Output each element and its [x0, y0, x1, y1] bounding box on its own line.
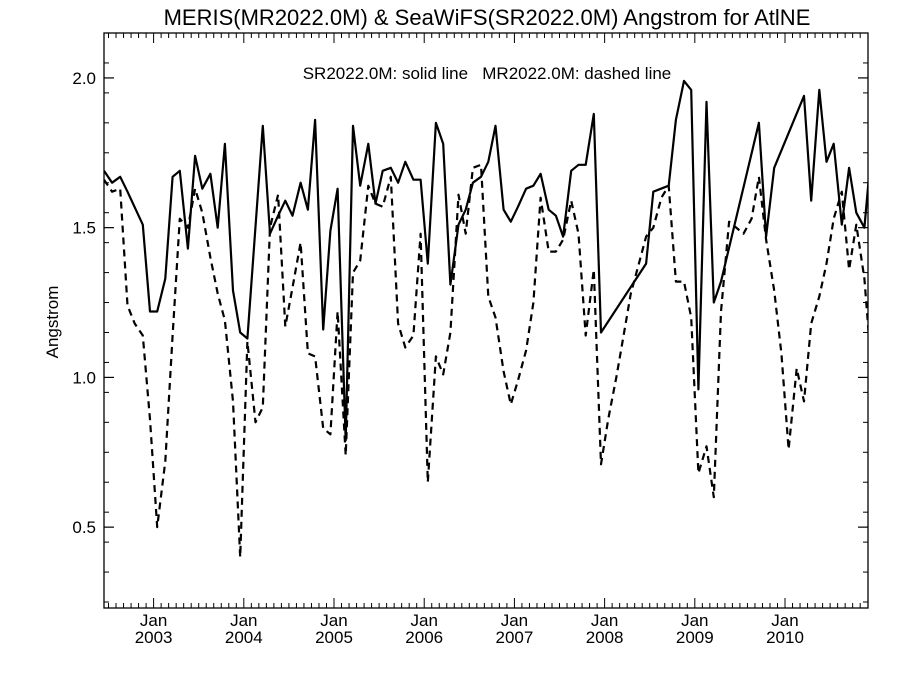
tick-layer: 0.51.01.52.0Jan2003Jan2004Jan2005Jan2006… [72, 33, 868, 647]
y-tick-label: 2.0 [72, 69, 96, 88]
series-mr2022-0m-line [104, 163, 868, 559]
x-tick-month-label: Jan [501, 611, 528, 630]
y-tick-label: 1.5 [72, 219, 96, 238]
x-tick-month-label: Jan [230, 611, 257, 630]
series-sr2022-0m-line [104, 79, 868, 442]
legend-note: SR2022.0M: solid line MR2022.0M: dashed … [303, 64, 672, 83]
y-tick-label: 0.5 [72, 518, 96, 537]
x-tick-year-label: 2006 [405, 628, 443, 647]
x-tick-month-label: Jan [140, 611, 167, 630]
x-tick-year-label: 2004 [225, 628, 263, 647]
x-tick-year-label: 2007 [495, 628, 533, 647]
x-tick-year-label: 2008 [586, 628, 624, 647]
x-tick-year-label: 2003 [135, 628, 173, 647]
x-tick-year-label: 2009 [676, 628, 714, 647]
x-tick-month-label: Jan [681, 611, 708, 630]
x-tick-month-label: Jan [771, 611, 798, 630]
series-layer [104, 79, 868, 559]
x-tick-year-label: 2010 [766, 628, 804, 647]
y-axis-label: Angstrom [43, 286, 62, 359]
x-tick-month-label: Jan [411, 611, 438, 630]
y-tick-label: 1.0 [72, 368, 96, 387]
chart-title: MERIS(MR2022.0M) & SeaWiFS(SR2022.0M) An… [164, 5, 811, 30]
x-tick-month-label: Jan [591, 611, 618, 630]
plot-frame [103, 32, 869, 609]
x-tick-month-label: Jan [320, 611, 347, 630]
x-tick-year-label: 2005 [315, 628, 353, 647]
